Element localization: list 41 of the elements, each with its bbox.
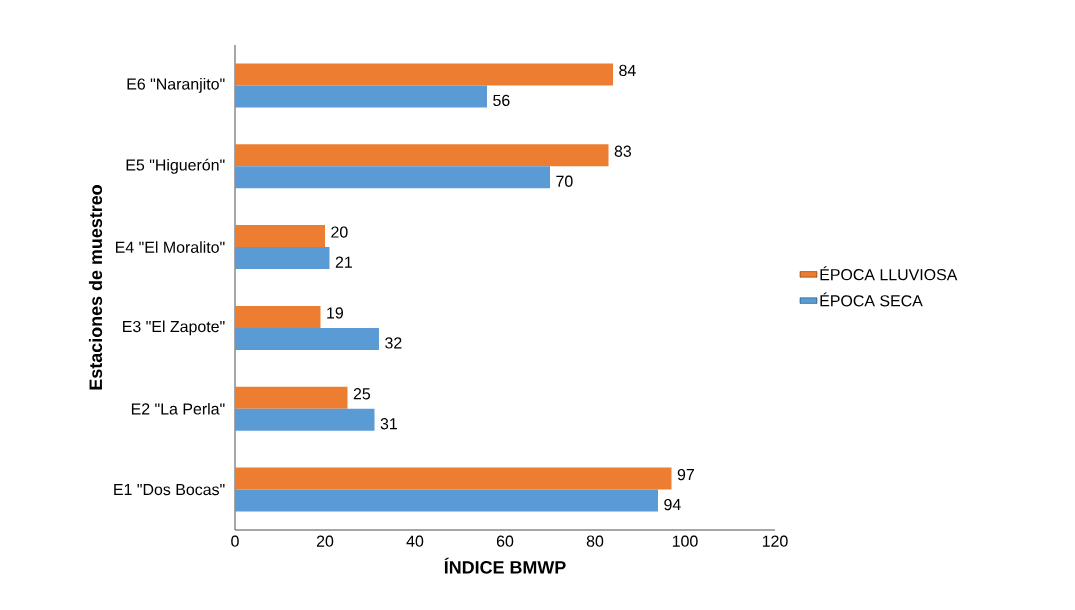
data-label: 84: [619, 64, 636, 77]
bar: [235, 327, 379, 350]
data-label: 56: [493, 94, 510, 107]
x-axis-title: ÍNDICE BMWP: [444, 557, 566, 574]
bar: [235, 489, 658, 512]
bar: [235, 166, 550, 189]
y-tick-label: E1 "Dos Bocas": [114, 484, 225, 496]
y-tick-label: E4 "El Moralito": [116, 241, 225, 253]
bar: [235, 386, 348, 409]
bar: [235, 467, 672, 490]
data-label: 19: [327, 307, 343, 319]
x-tick-label: 120: [762, 535, 788, 547]
bar: [235, 305, 321, 328]
x-tick-label: 80: [586, 535, 604, 547]
data-label: 21: [335, 256, 352, 268]
data-label: 94: [664, 498, 681, 511]
data-label: 31: [380, 418, 397, 430]
x-tick-label: 100: [672, 535, 698, 547]
bar: [235, 63, 613, 86]
data-label: 20: [331, 226, 348, 238]
x-tick-label: 0: [231, 535, 239, 547]
data-label: 32: [385, 337, 402, 349]
x-tick-label: 60: [496, 535, 514, 547]
y-tick-label: E3 "El Zapote": [123, 320, 225, 336]
bar: [235, 247, 330, 270]
legend-label: ÉPOCA SECA: [820, 292, 923, 307]
data-label: 70: [556, 175, 573, 187]
y-tick-label: E5 "Higuerón": [126, 158, 225, 174]
x-tick-label: 40: [406, 535, 424, 547]
bar: [235, 408, 375, 431]
x-tick-label: 20: [316, 535, 334, 547]
y-tick-label: E2 "La Perla": [131, 402, 225, 415]
y-tick-label: E6 "Naranjito": [127, 77, 225, 93]
data-label: 83: [614, 145, 632, 157]
data-label: 97: [677, 468, 694, 481]
bar: [235, 85, 487, 108]
y-axis-title: Estaciones de muestreo: [88, 185, 103, 390]
data-label: 25: [353, 388, 371, 400]
legend-label: ÉPOCA LLUVIOSA: [820, 266, 958, 281]
bar: [235, 144, 609, 167]
bar: [235, 225, 325, 248]
